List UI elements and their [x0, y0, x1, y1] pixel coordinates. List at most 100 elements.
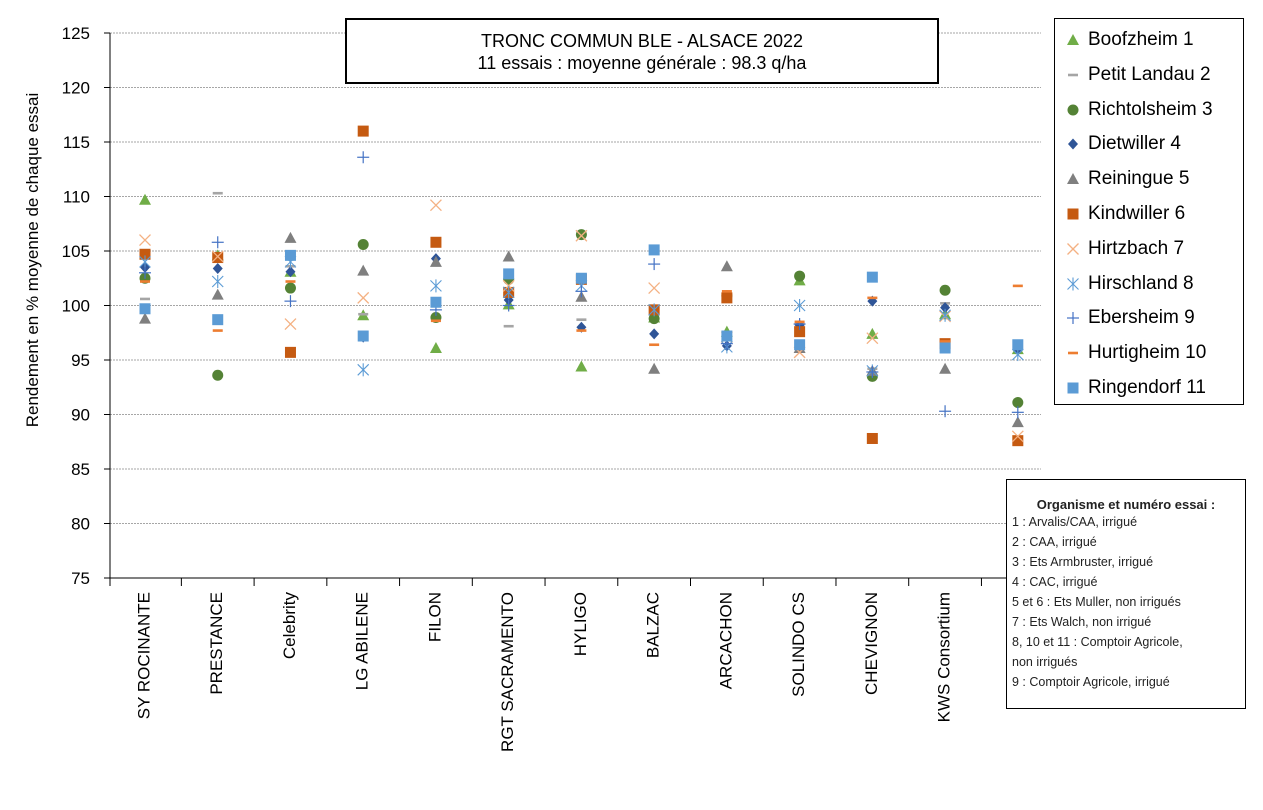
- data-point: [648, 303, 661, 317]
- legend-item: Ebersheim 9: [1055, 302, 1243, 332]
- y-tick-label: 105: [62, 242, 90, 261]
- data-point: [139, 266, 151, 279]
- legend-item: Richtolsheim 3: [1055, 94, 1243, 124]
- y-tick-label: 115: [63, 133, 90, 152]
- data-point: [357, 238, 369, 250]
- data-point: [357, 264, 370, 276]
- data-point: [284, 282, 296, 294]
- x-tick-label: KWS Consortium: [935, 592, 954, 722]
- axes: [104, 32, 1041, 586]
- data-point: [503, 268, 515, 280]
- data-point: [502, 285, 515, 299]
- x-tick-label: PRESTANCE: [207, 592, 226, 695]
- data-point: [284, 318, 297, 330]
- legend-item: Ringendorf 11: [1055, 372, 1243, 402]
- x-tick-labels: SY ROCINANTE PRESTANCE Celebrity LG ABILENE…: [134, 592, 1026, 752]
- data-point: [284, 295, 297, 308]
- data-point: [576, 318, 587, 321]
- note-line: 5 et 6 : Ets Muller, non irrigués: [1012, 595, 1181, 609]
- data-point: [1011, 416, 1024, 428]
- data-point: [1012, 284, 1023, 288]
- data-point: [503, 324, 514, 328]
- data-point: [866, 365, 879, 378]
- legend-marker-icon: [1068, 138, 1078, 150]
- chart-subtitle: 11 essais : moyenne générale : 98.3 q/ha: [477, 53, 807, 73]
- data-point: [575, 285, 588, 298]
- data-point: [357, 330, 369, 342]
- x-tick-label: FILON: [425, 592, 444, 642]
- data-point: [284, 346, 296, 358]
- legend-marker-icon: [1067, 208, 1079, 220]
- data-point: [139, 312, 151, 324]
- y-tick-label: 90: [71, 406, 90, 425]
- data-point: [429, 199, 442, 212]
- data-point: [139, 303, 151, 315]
- x-tick-label: CHEVIGNON: [862, 592, 881, 695]
- data-point: [794, 270, 806, 282]
- data-point: [794, 320, 805, 324]
- note-line: 1 : Arvalis/CAA, irrigué: [1012, 515, 1138, 529]
- note-line: 3 : Ets Armbruster, irrigué: [1012, 555, 1154, 569]
- data-point: [648, 362, 661, 374]
- data-point: [429, 342, 442, 354]
- data-point: [793, 299, 806, 312]
- data-point: [212, 191, 223, 195]
- data-point: [649, 343, 660, 347]
- note-line: 2 : CAA, irrigué: [1012, 535, 1097, 549]
- data-point: [794, 326, 806, 338]
- legend-item: Hurtigheim 10: [1055, 337, 1243, 367]
- y-tick-label: 80: [71, 515, 90, 534]
- legend-label: Richtolsheim 3: [1088, 98, 1213, 120]
- note-line: non irrigués: [1012, 655, 1078, 669]
- data-point: [212, 262, 223, 274]
- legend: Boofzheim 1 Petit Landau 2 Richtolsheim 3 D…: [1054, 18, 1244, 405]
- data-point: [866, 432, 878, 444]
- series-4: [140, 253, 1023, 356]
- data-point: [720, 260, 733, 272]
- data-point: [430, 279, 442, 293]
- y-tick-label: 85: [71, 460, 90, 479]
- legend-item: Dietwiller 4: [1055, 128, 1243, 158]
- legend-marker-icon: [1067, 34, 1079, 45]
- data-point: [648, 244, 660, 256]
- notes-title: Organisme et numéro essai :: [1036, 497, 1216, 512]
- data-point: [357, 125, 369, 137]
- data-point: [212, 329, 223, 332]
- data-point: [285, 280, 296, 283]
- data-point: [648, 313, 660, 325]
- data-point: [139, 234, 151, 247]
- data-point: [357, 363, 370, 377]
- data-point: [212, 314, 224, 326]
- data-point: [430, 319, 441, 323]
- x-tick-label: Celebrity: [280, 592, 299, 660]
- legend-marker-icon: [1068, 351, 1078, 355]
- data-point: [357, 291, 370, 304]
- legend-marker-icon: [1067, 173, 1079, 185]
- data-point: [939, 342, 951, 354]
- note-line: 8, 10 et 11 : Comptoir Agricole,: [1012, 635, 1183, 649]
- chart-title-box: TRONC COMMUN BLE - ALSACE 2022 11 essais…: [345, 18, 939, 84]
- y-tick-label: 125: [62, 24, 90, 43]
- data-point: [285, 266, 296, 278]
- gridlines: [110, 32, 1041, 524]
- y-tick-label: 100: [62, 297, 90, 316]
- data-point: [1011, 430, 1024, 443]
- note-line: 7 : Ets Walch, non irrigué: [1012, 615, 1152, 629]
- legend-item: Reiningue 5: [1055, 163, 1243, 193]
- data-point: [1012, 397, 1024, 409]
- data-point: [502, 299, 515, 312]
- legend-item: Kindwiller 6: [1055, 198, 1243, 228]
- legend-item: Petit Landau 2: [1055, 59, 1243, 89]
- data-point: [139, 248, 151, 260]
- chart-title: TRONC COMMUN BLE - ALSACE 2022: [480, 31, 804, 51]
- data-point: [721, 330, 733, 342]
- data-point: [940, 302, 951, 314]
- data-point: [721, 290, 732, 293]
- data-point: [212, 369, 224, 381]
- data-point: [793, 318, 806, 331]
- y-tick-label: 75: [71, 569, 90, 588]
- legend-marker-icon: [1067, 277, 1079, 291]
- series-11: [139, 244, 1024, 354]
- data-point: [211, 236, 224, 249]
